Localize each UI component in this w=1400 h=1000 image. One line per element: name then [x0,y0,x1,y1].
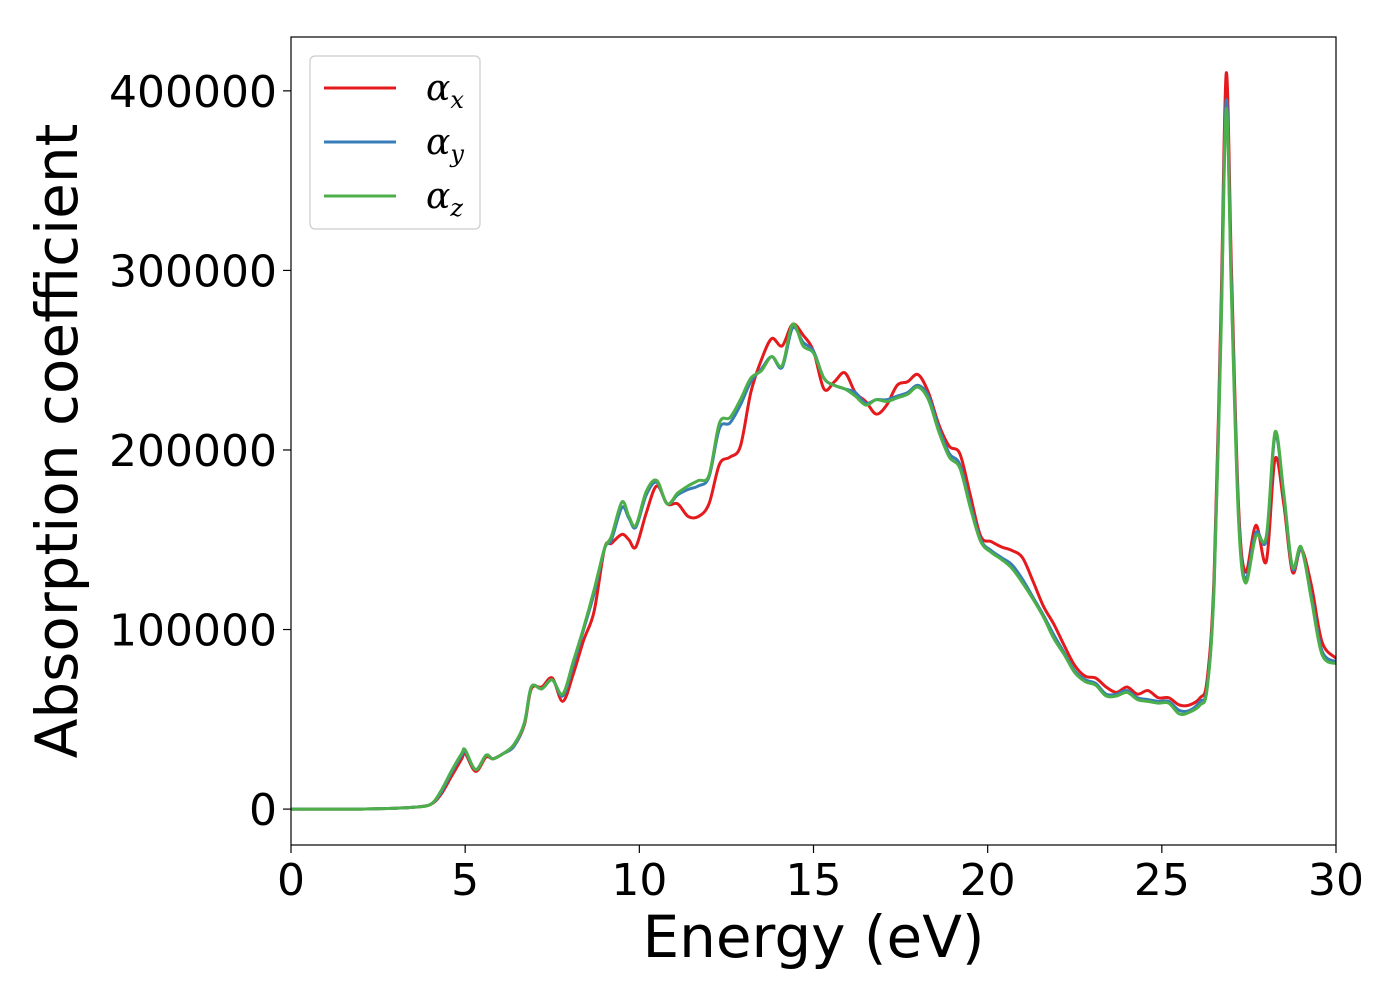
x-axis-ticks: 0 5 10 15 20 25 30 [277,845,1364,906]
x-tick-label: 20 [960,855,1016,906]
legend-label-alpha-z: αz [426,176,463,222]
y-axis-label: Absorption coefficient [23,124,91,759]
x-tick-label: 15 [786,855,842,906]
y-tick-label: 0 [249,785,277,836]
x-tick-label: 0 [277,855,305,906]
series-line-alpha-z [291,107,1336,811]
y-axis-ticks: 0 100000 200000 300000 400000 [109,67,291,836]
y-tick-label: 100000 [109,606,277,657]
legend: αx αy αz [309,55,481,230]
series-layer [291,71,1336,811]
x-tick-label: 25 [1134,855,1190,906]
y-tick-label: 400000 [109,67,277,118]
y-tick-label: 300000 [109,246,277,297]
x-tick-label: 10 [611,855,667,906]
legend-label-alpha-x: αx [426,68,464,114]
legend-label-alpha-y: αy [426,122,464,168]
x-tick-label: 30 [1308,855,1364,906]
x-tick-label: 5 [451,855,479,906]
y-tick-label: 200000 [109,426,277,477]
x-axis-label: Energy (eV) [642,903,984,971]
